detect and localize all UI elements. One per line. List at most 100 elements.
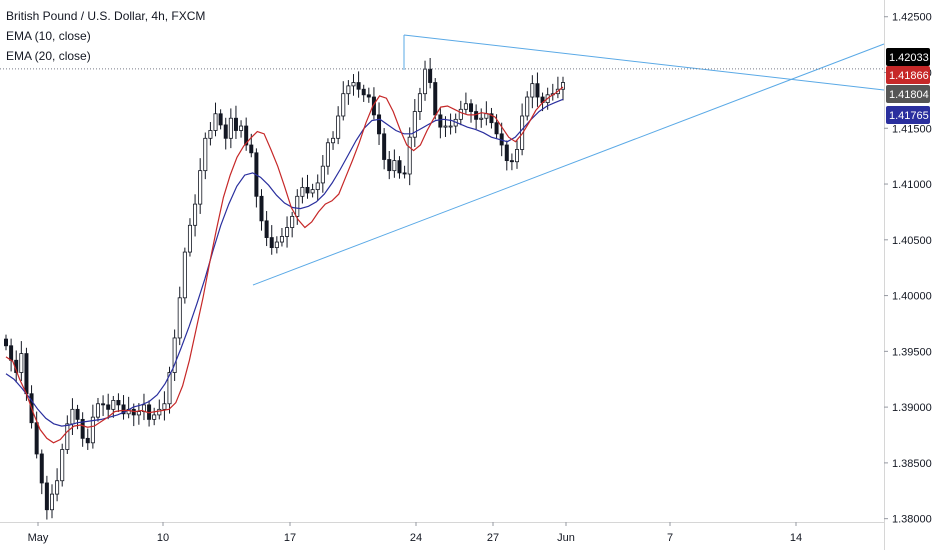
candle xyxy=(458,108,463,120)
x-tick-label: Jun xyxy=(557,532,575,544)
candle xyxy=(167,372,172,405)
candle xyxy=(193,203,198,226)
price-label-bg xyxy=(886,66,930,84)
chart-title: British Pound / U.S. Dollar, 4h, FXCM xyxy=(6,9,206,23)
candle xyxy=(116,400,121,406)
candle xyxy=(39,453,44,484)
y-tick-label: 1.40500 xyxy=(892,235,932,247)
candle xyxy=(264,220,269,238)
candle xyxy=(162,403,167,410)
candle xyxy=(356,82,361,90)
candle xyxy=(70,408,75,425)
candle xyxy=(300,186,305,197)
x-tick-label: 10 xyxy=(157,532,169,544)
x-tick-label: 17 xyxy=(284,532,296,544)
y-tick-label: 1.42500 xyxy=(892,12,932,24)
candle xyxy=(249,144,254,154)
candle xyxy=(290,215,295,228)
price-label: 1.41765 xyxy=(889,110,929,122)
y-tick-label: 1.38500 xyxy=(892,458,932,470)
candle xyxy=(417,93,422,112)
x-tick-label: 27 xyxy=(487,532,499,544)
candle xyxy=(244,125,249,146)
candle xyxy=(443,125,448,128)
price-label: 1.42033 xyxy=(889,52,929,64)
candle xyxy=(259,195,264,222)
price-label: 1.41804 xyxy=(889,89,929,101)
candle xyxy=(34,422,39,455)
candle xyxy=(208,130,213,139)
candle xyxy=(382,133,387,160)
candle xyxy=(377,114,382,135)
trendline-resistance xyxy=(403,34,885,91)
candle xyxy=(19,353,24,373)
x-tick-label: May xyxy=(28,532,49,544)
trendline-support xyxy=(252,43,885,286)
candle xyxy=(433,82,438,116)
y-tick-label: 1.39500 xyxy=(892,346,932,358)
candle xyxy=(325,142,330,167)
candle xyxy=(412,111,417,138)
candle xyxy=(504,144,509,162)
candle xyxy=(274,241,279,249)
y-tick-label: 1.41000 xyxy=(892,179,932,191)
candle xyxy=(218,113,223,126)
candle xyxy=(24,353,29,395)
candle xyxy=(182,251,187,299)
x-tick-label: 7 xyxy=(667,532,673,544)
candle xyxy=(474,111,479,120)
candle xyxy=(402,172,407,175)
y-tick-label: 1.40000 xyxy=(892,291,932,303)
price-label-bg xyxy=(886,106,930,124)
candle xyxy=(65,423,70,450)
candle xyxy=(106,404,111,410)
x-tick-label: 24 xyxy=(410,532,422,544)
candle xyxy=(341,93,346,117)
candle xyxy=(95,403,100,418)
ema10-line xyxy=(5,86,564,444)
candle xyxy=(121,404,126,415)
candle xyxy=(44,482,49,511)
candle xyxy=(530,83,535,98)
candle xyxy=(448,125,453,128)
candle xyxy=(111,400,116,410)
price-label-bg xyxy=(886,48,930,66)
candle xyxy=(101,403,106,406)
candle xyxy=(9,345,14,361)
candle xyxy=(233,117,238,131)
candle xyxy=(489,113,494,124)
legend-ema20: EMA (20, close) xyxy=(6,49,91,63)
candle xyxy=(469,103,474,112)
candle xyxy=(366,94,371,98)
ema20-line xyxy=(5,98,564,427)
candle xyxy=(187,224,192,253)
candle xyxy=(310,189,315,194)
candle xyxy=(484,113,489,119)
y-tick-label: 1.38000 xyxy=(892,514,932,526)
candle xyxy=(239,125,244,131)
candle xyxy=(60,449,65,482)
candle xyxy=(85,437,90,444)
candle xyxy=(520,115,525,150)
candle xyxy=(428,68,433,83)
candle xyxy=(407,136,412,175)
candle xyxy=(285,227,290,237)
candle xyxy=(136,411,141,416)
candle xyxy=(228,117,233,139)
candle xyxy=(213,113,218,131)
candle xyxy=(172,337,177,373)
candle xyxy=(4,338,9,347)
candle xyxy=(535,83,540,98)
candle xyxy=(295,195,300,217)
price-label-bg xyxy=(886,85,930,103)
x-tick-label: 14 xyxy=(790,532,802,544)
candle xyxy=(361,88,366,96)
candle xyxy=(463,103,468,110)
candle xyxy=(198,170,203,205)
candle xyxy=(346,85,351,95)
candle xyxy=(392,160,397,172)
candle xyxy=(525,96,530,117)
y-tick-label: 1.39000 xyxy=(892,402,932,414)
